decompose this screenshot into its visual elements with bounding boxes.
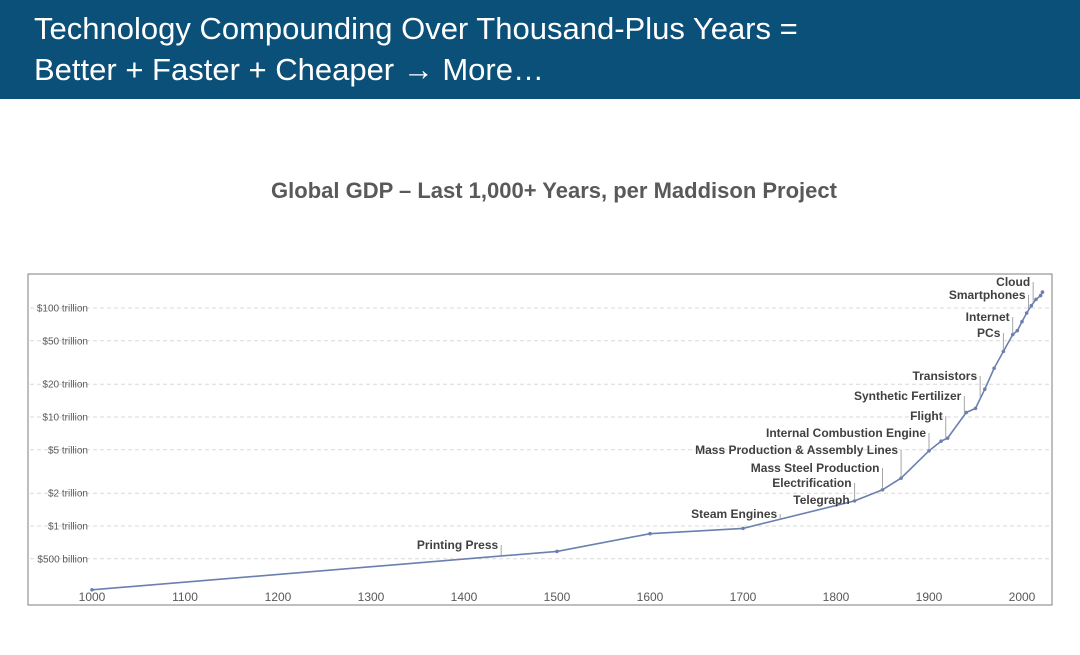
data-point — [555, 549, 559, 554]
x-tick-label: 1900 — [916, 590, 943, 604]
y-tick-label: $5 trillion — [48, 445, 88, 456]
annotation-label: Internal Combustion Engine — [766, 426, 926, 440]
data-point — [90, 587, 94, 592]
x-tick-label: 1200 — [265, 590, 292, 604]
data-point — [939, 439, 943, 443]
data-point — [1020, 319, 1024, 324]
slide-title-line-1: Technology Compounding Over Thousand-Plu… — [34, 11, 798, 46]
title-banner: Technology Compounding Over Thousand-Plu… — [0, 0, 1080, 99]
annotation-label: Cloud — [996, 275, 1030, 289]
data-point — [1040, 290, 1045, 294]
data-point — [927, 448, 931, 453]
x-tick-label: 1700 — [730, 590, 757, 604]
annotation-label: Mass Production & Assembly Lines — [695, 443, 898, 457]
y-tick-label: $500 billion — [37, 554, 88, 565]
data-point — [1001, 349, 1006, 354]
annotation-label: Electrification — [772, 476, 851, 490]
data-point — [1024, 311, 1029, 315]
y-tick-label: $2 trillion — [48, 489, 88, 500]
annotation-label: Mass Steel Production — [751, 461, 880, 475]
annotation-label: Internet — [966, 310, 1010, 324]
x-axis-ticks: 1000 1100 1200 1300 1400 1500 1600 1700 1800 1900… — [79, 590, 1036, 604]
y-tick-label: $20 trillion — [42, 380, 88, 391]
data-point — [964, 410, 968, 415]
y-axis-ticks: $500 billion $1 trillion $2 trillion $5 tri… — [37, 304, 88, 566]
plot-frame — [27, 273, 1053, 606]
x-tick-label: 1300 — [358, 590, 385, 604]
data-point — [648, 531, 652, 536]
annotation-label: Synthetic Fertilizer — [854, 389, 962, 403]
x-tick-label: 1100 — [172, 590, 198, 604]
data-point — [1010, 332, 1015, 337]
chart-title: Global GDP – Last 1,000+ Years, per Madd… — [271, 178, 837, 203]
data-point — [973, 406, 978, 411]
annotation-label: Transistors — [912, 369, 977, 383]
series-points — [90, 290, 1045, 592]
y-tick-label: $1 trillion — [48, 522, 88, 533]
y-tick-label: $10 trillion — [42, 413, 88, 424]
slide-title-line-2: Better + Faster + Cheaper → More… — [34, 52, 544, 87]
data-point — [1029, 303, 1034, 308]
x-tick-label: 1600 — [637, 590, 664, 604]
annotation-label: Flight — [910, 409, 943, 423]
x-tick-label: 1800 — [823, 590, 850, 604]
x-tick-label: 1000 — [79, 590, 106, 604]
y-tick-label: $100 trillion — [37, 304, 88, 315]
data-point — [1015, 328, 1020, 333]
y-tick-label: $50 trillion — [42, 336, 88, 347]
data-point — [992, 366, 996, 371]
x-tick-label: 1500 — [544, 590, 571, 604]
annotation-label: Steam Engines — [691, 507, 777, 521]
x-tick-label: 1400 — [451, 590, 478, 604]
gridlines — [30, 307, 1050, 560]
data-point — [983, 387, 987, 391]
data-point — [1034, 297, 1038, 302]
annotation-label: Smartphones — [949, 288, 1026, 302]
annotation-label: Telegraph — [793, 493, 849, 507]
x-tick-label: 2000 — [1009, 590, 1036, 604]
annotation-label: Printing Press — [417, 538, 499, 552]
data-point — [1038, 293, 1043, 298]
data-point — [852, 499, 857, 503]
data-point — [880, 487, 885, 492]
data-point — [899, 476, 903, 480]
data-point — [945, 436, 950, 440]
annotation-label: PCs — [977, 326, 1001, 340]
data-point — [741, 526, 745, 531]
annotations: Printing Press Steam Engines Telegraph Elec… — [417, 275, 1034, 555]
